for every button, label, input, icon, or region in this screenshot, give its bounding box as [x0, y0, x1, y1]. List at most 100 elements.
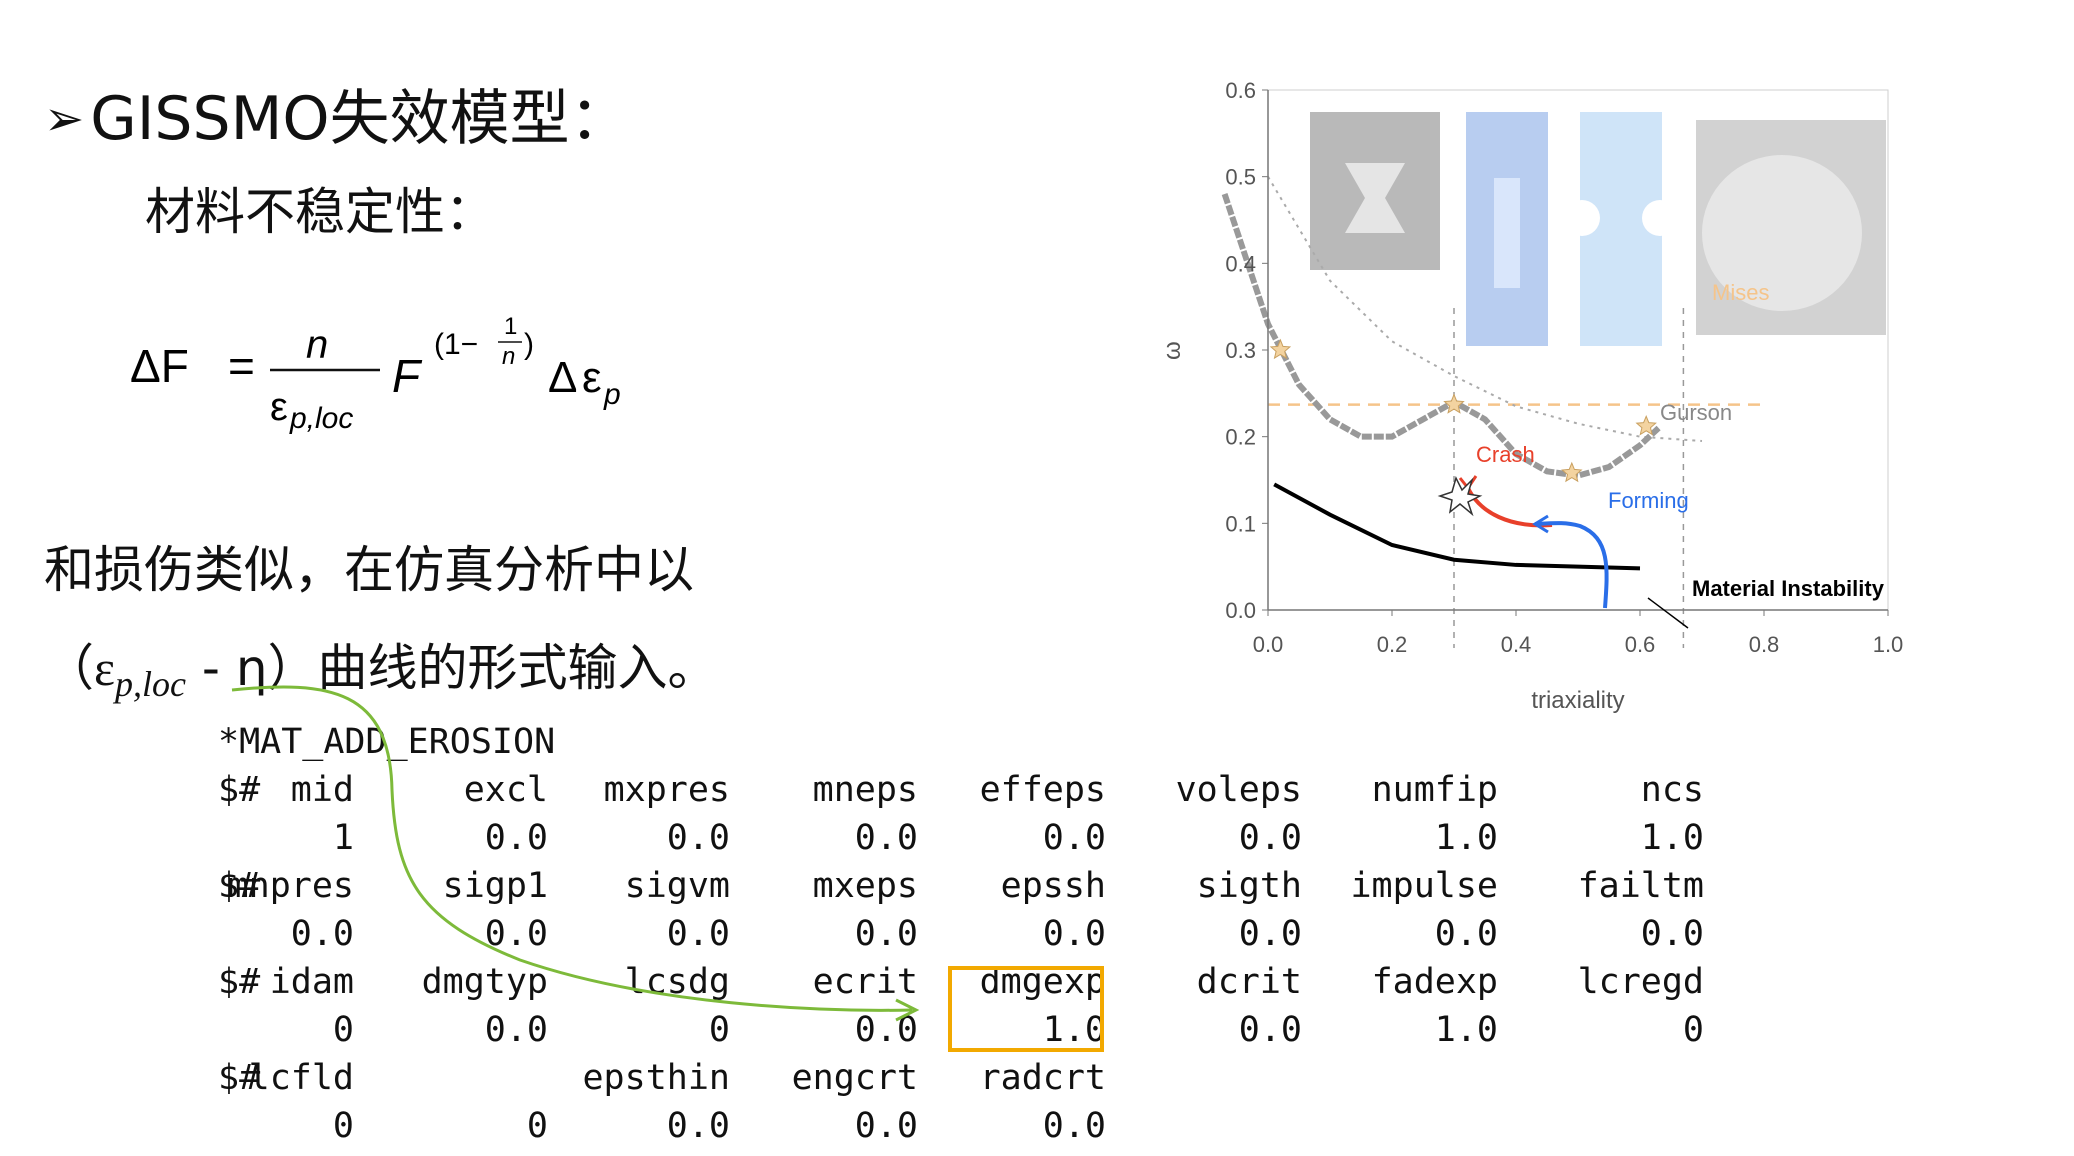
chart-grid: [1453, 308, 1685, 648]
field-value: 0.0: [1042, 914, 1106, 954]
x-tick-label: 0.4: [1501, 632, 1532, 657]
field-value: 0.0: [1238, 914, 1302, 954]
star-marker-icon: [1443, 393, 1465, 414]
ecrit-highlight-box: [948, 966, 1104, 1052]
formula: ΔF = n ε p,loc F (1− 1 n ) Δ ε p: [130, 313, 621, 435]
field-name: lcfld: [248, 1058, 354, 1098]
label-gurson: Gurson: [1660, 400, 1732, 425]
formula-exp-num: 1: [504, 313, 517, 340]
field-value: 0.0: [854, 1106, 918, 1146]
field-value: 0.0: [1042, 818, 1106, 858]
subtitle: 材料不稳定性：: [145, 183, 495, 241]
x-axis-label: triaxiality: [1531, 687, 1624, 714]
field-value: 0.0: [484, 818, 548, 858]
field-value: 1.0: [1640, 818, 1704, 858]
crash-burst-icon: [1437, 475, 1483, 517]
keyword-row: $# lcfld epsthin engcrt radcrt: [218, 1058, 1106, 1106]
formula-exp-close: ): [524, 328, 534, 361]
field-value: 1.0: [1434, 1010, 1498, 1050]
forming-arrow: [1534, 521, 1609, 609]
formula-exp-open: (1−: [434, 328, 478, 361]
x-tick-label: 1.0: [1873, 632, 1904, 657]
body-paren: （: [44, 639, 94, 697]
field-name: idam: [269, 962, 354, 1002]
keyword-row: 0 0 0.0 0.0 0.0: [218, 1106, 1106, 1154]
star-marker-icon: [1269, 338, 1292, 360]
fracture-images: [1310, 112, 1886, 346]
formula-eps-sub: p: [603, 378, 621, 411]
field-name: excl: [463, 770, 548, 810]
field-name: engcrt: [791, 1058, 918, 1098]
formula-lhs: ΔF: [130, 340, 189, 392]
x-tick-label: 0.8: [1749, 632, 1780, 657]
y-axis-label: ω: [1159, 341, 1186, 360]
field-name: mxeps: [812, 866, 918, 906]
star-marker-icon: [1561, 461, 1583, 483]
field-name: impulse: [1350, 866, 1498, 906]
field-name: ncs: [1640, 770, 1704, 810]
field-value: 0.0: [484, 1010, 548, 1050]
forming-arrowhead-icon: [1532, 514, 1549, 534]
keyword-card: *MAT_ADD_EROSION $# mid excl mxpres mneps eff…: [218, 722, 1704, 1154]
gurson-line: [1267, 176, 1703, 442]
material-instability-line: [1273, 482, 1641, 571]
field-name: sigth: [1196, 866, 1302, 906]
field-name: failtm: [1577, 866, 1704, 906]
slide-title: ➢ GISSMO失效模型：: [44, 70, 630, 157]
field-value: 0.0: [1640, 914, 1704, 954]
field-value: 0: [332, 1106, 354, 1146]
body-line-2: （εp,loc - η）曲线的形式输入。: [44, 628, 718, 705]
field-value: 0.0: [854, 1010, 918, 1050]
star-marker-icon: [1635, 414, 1657, 436]
field-value: 0.0: [1238, 1010, 1302, 1050]
formula-numerator: n: [306, 323, 328, 367]
field-value: 0: [708, 1010, 730, 1050]
body-eps: ε: [94, 640, 115, 696]
field-value: 0.0: [666, 914, 730, 954]
field-value: 0: [332, 1010, 354, 1050]
field-value: 0.0: [666, 818, 730, 858]
field-name: sigp1: [442, 866, 548, 906]
comment-marker: $#: [218, 1058, 261, 1098]
field-name: mid: [290, 770, 354, 810]
body-line-1: 和损伤类似，在仿真分析中以: [44, 541, 694, 599]
field-value: 1: [332, 818, 354, 858]
chart-series: [1221, 176, 1764, 571]
notch-right-shape: [1642, 200, 1678, 236]
dome-shape: [1702, 155, 1862, 311]
x-tick-label: 0.2: [1377, 632, 1408, 657]
field-name: fadexp: [1371, 962, 1498, 1002]
field-name: numfip: [1371, 770, 1498, 810]
field-value: 0.0: [1434, 914, 1498, 954]
keyword-row: 0 0.0 0 0.0 1.0 0.0 1.0 0: [218, 1010, 1704, 1058]
field-name: epsthin: [582, 1058, 730, 1098]
field-name: mneps: [812, 770, 918, 810]
field-name: dcrit: [1196, 962, 1302, 1002]
keyword-header: *MAT_ADD_EROSION: [218, 722, 556, 762]
keyword-row: $# idam dmgtyp lcsdg ecrit dmgexp dcrit fadexp l…: [218, 962, 1704, 1010]
label-crash: Crash: [1476, 442, 1535, 467]
notch-left-shape: [1564, 200, 1600, 236]
y-tick-label: 0.2: [1225, 425, 1256, 450]
field-name: radcrt: [979, 1058, 1106, 1098]
chart-axes: 0.0 0.2 0.4 0.6 0.8 1.0 0.0 0.1 0.2 0.3 0.4 0.5 0.6: [1225, 78, 1903, 657]
y-tick-label: 0.0: [1225, 598, 1256, 623]
body-line-2-rest: - η）曲线的形式输入。: [185, 639, 718, 697]
field-name: mnpres: [227, 866, 354, 906]
formula-exp-den: n: [502, 343, 515, 370]
keyword-row: $# mid excl mxpres mneps effeps voleps numfip nc…: [218, 770, 1704, 818]
formula-den-sub: p,loc: [289, 402, 353, 435]
y-tick-label: 0.5: [1225, 165, 1256, 190]
keyword-row: 1 0.0 0.0 0.0 0.0 0.0 1.0 1.0: [218, 818, 1704, 866]
formula-eq: =: [228, 340, 255, 392]
label-material-instability: Material Instability: [1692, 576, 1885, 601]
bullet-arrow-icon: ➢: [44, 91, 85, 147]
triaxiality-chart: 0.0 0.2 0.4 0.6 0.8 1.00.00.10.20.30.40.50.6 …: [1159, 78, 1903, 714]
field-name: lcsdg: [624, 962, 730, 1002]
instability-leader: [1647, 597, 1689, 629]
title-text: GISSMO失效模型：: [90, 84, 630, 154]
field-value: 0: [1682, 1010, 1704, 1050]
field-name: sigvm: [624, 866, 730, 906]
keyword-row: $# mnpres sigp1 sigvm mxeps epssh sigth impulse…: [218, 866, 1704, 914]
field-value: 0.0: [290, 914, 354, 954]
